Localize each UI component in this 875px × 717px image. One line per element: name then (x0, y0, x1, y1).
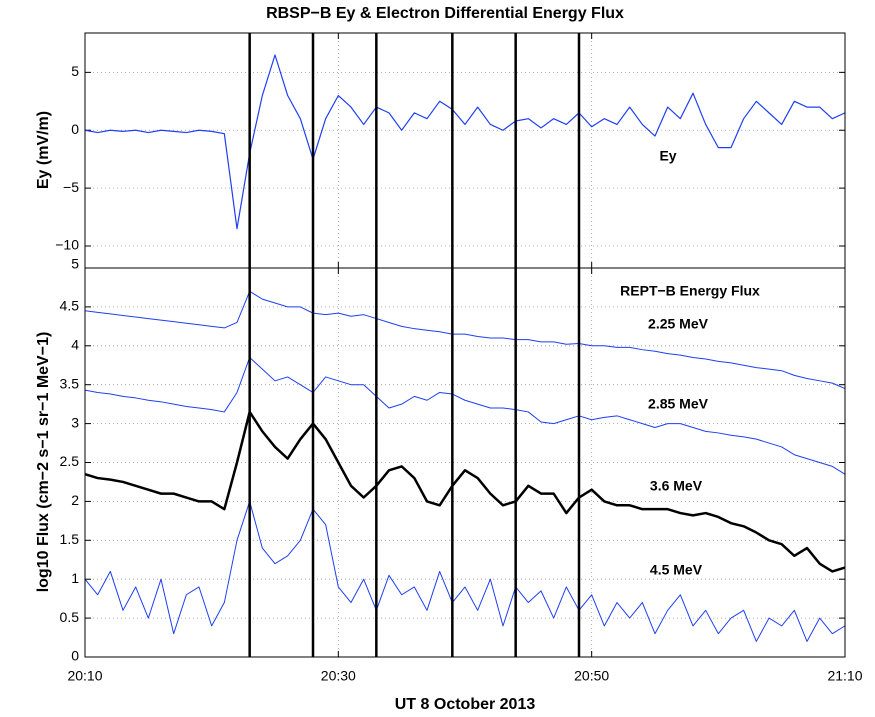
x-tick-label: 20:50 (574, 668, 609, 684)
series-label: 4.5 MeV (650, 562, 703, 578)
y-tick-label: 1.5 (60, 531, 80, 547)
series-line (84, 410, 846, 573)
y-tick-label: 0.5 (60, 609, 80, 625)
annotation: REPT−B Energy Flux (620, 283, 760, 299)
x-axis-label: UT 8 October 2013 (395, 696, 536, 713)
y-tick-label: −5 (63, 179, 79, 195)
series-line (84, 500, 846, 642)
y-tick-label: 3 (71, 414, 79, 430)
y-tick-label: 5 (71, 63, 79, 79)
plot-frame (84, 32, 846, 269)
series-label: 2.25 MeV (648, 316, 709, 332)
y-axis-label: log10 Flux (cm−2 s−1 sr−1 MeV−1) (35, 332, 52, 593)
y-tick-label: 2.5 (60, 453, 80, 469)
x-tick-label: 20:10 (67, 668, 102, 684)
series-line (84, 356, 846, 475)
plot-frame (84, 267, 846, 658)
chart-title: RBSP−B Ey & Electron Differential Energy… (266, 5, 624, 22)
y-tick-label: −10 (55, 237, 79, 253)
series-line (84, 54, 846, 230)
x-tick-label: 20:30 (321, 668, 356, 684)
series-line (84, 290, 846, 390)
y-tick-label: 2 (71, 492, 79, 508)
y-tick-label: 1 (71, 570, 79, 586)
series-label: 3.6 MeV (650, 478, 703, 494)
series-label: Ey (659, 148, 676, 164)
y-tick-label: 4.5 (60, 298, 80, 314)
y-tick-label: 3.5 (60, 375, 80, 391)
x-tick-label: 21:10 (827, 668, 862, 684)
y-tick-label: 5 (71, 256, 79, 272)
y-tick-label: 0 (71, 648, 79, 664)
series-label: 2.85 MeV (648, 396, 709, 412)
y-axis-label: Ey (mV/m) (35, 111, 52, 189)
y-tick-label: 4 (71, 337, 79, 353)
y-tick-label: 0 (71, 121, 79, 137)
